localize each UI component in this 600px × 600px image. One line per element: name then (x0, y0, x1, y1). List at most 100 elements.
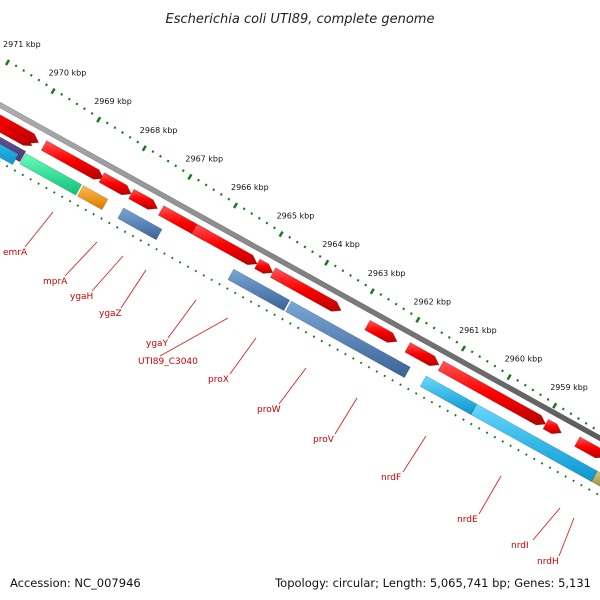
inner-scale-tick (52, 191, 56, 194)
gene-label-ygay: ygaY (146, 339, 169, 349)
forward-gene-arrow (437, 360, 547, 426)
inner-scale-tick (273, 313, 276, 317)
scale-minor-tick (501, 369, 504, 373)
scale-minor-tick (356, 278, 360, 282)
gene-leader-line (334, 397, 358, 435)
gene-label-mpra: mprA (43, 277, 68, 287)
scale-minor-tick (181, 169, 185, 173)
inner-scale-tick (572, 479, 575, 483)
scale-minor-tick (75, 102, 79, 106)
gene-label-uti89-c3040: UTI89_C3040 (138, 357, 198, 367)
gene-leader-line (120, 269, 147, 309)
inner-scale-tick (29, 177, 32, 181)
gene-leader-line (278, 367, 307, 405)
gene-label-nrde: nrdE (457, 515, 478, 525)
scale-minor-tick (83, 107, 86, 111)
gene-leader-line (24, 211, 54, 248)
scale-minor-tick (250, 212, 254, 215)
scale-minor-tick (273, 226, 276, 230)
inner-scale-tick (281, 317, 284, 321)
scale-minor-tick (166, 159, 170, 163)
scale-minor-tick (546, 397, 550, 401)
inner-scale-tick (233, 291, 237, 295)
inner-scale-tick (100, 217, 103, 220)
forward-gene-arrow (404, 342, 440, 367)
scale-minor-tick (265, 221, 269, 225)
gene-label-ygah: ygaH (70, 292, 93, 302)
inner-scale-tick (21, 173, 25, 177)
scale-track: 2971 kbp 2970 kbp 2969 kbp 2968 kbp 2967 kbp… (0, 40, 599, 496)
forward-gene-arrow (542, 418, 562, 435)
scale-minor-tick (349, 274, 352, 277)
scale-tick-label: 2970 kbp (49, 69, 87, 78)
inner-scale-tick (296, 326, 300, 330)
forward-gene-arrow (269, 267, 342, 312)
gene-leader-line (159, 317, 229, 357)
accession-text: Accession: NC_007946 (10, 576, 141, 590)
scale-major-tick (324, 259, 330, 266)
forward-gene-arrow (191, 223, 258, 266)
scale-minor-tick (470, 350, 474, 354)
inner-scale-tick (289, 322, 292, 325)
gene-leader-line (478, 475, 502, 515)
scale-tick-label: 2962 kbp (413, 297, 451, 306)
scale-minor-tick (379, 293, 383, 297)
scale-minor-tick (67, 97, 71, 101)
scale-minor-tick (569, 412, 573, 416)
inner-scale-tick (454, 413, 457, 417)
forward-gene-arrow (0, 114, 40, 144)
scale-major-tick (552, 402, 558, 409)
inner-scale-tick (414, 392, 418, 395)
inner-scale-tick (328, 344, 331, 347)
inner-scale-tick (194, 269, 198, 273)
inner-scale-tick (587, 488, 591, 491)
reverse-gene-steelblue (227, 268, 291, 312)
inner-scale-tick (249, 300, 253, 303)
reverse-gene-olive (591, 470, 600, 487)
scale-minor-tick (478, 355, 482, 358)
scale-minor-tick (136, 140, 140, 144)
scale-minor-tick (394, 302, 398, 306)
inner-scale-tick (564, 475, 567, 478)
inner-scale-tick (147, 243, 150, 247)
scale-minor-tick (204, 183, 208, 187)
scale-minor-tick (409, 312, 413, 316)
inner-scale-tick (501, 440, 505, 443)
scale-minor-tick (29, 73, 33, 77)
forward-gene-arrow (98, 172, 132, 196)
inner-scale-tick (509, 444, 512, 448)
scale-major-tick (278, 230, 284, 238)
inner-scale-tick (391, 378, 394, 382)
scale-minor-tick (523, 383, 527, 387)
inner-scale-tick (580, 483, 583, 487)
inner-scale-tick (68, 199, 72, 203)
inner-scale-tick (359, 361, 363, 365)
scale-minor-tick (242, 207, 246, 211)
inner-scale-tick (477, 427, 481, 430)
inner-scale-tick (430, 400, 434, 404)
forward-gene-arrow (574, 436, 600, 459)
gene-label-nrdf: nrdF (381, 473, 401, 483)
inner-scale-tick (320, 339, 324, 343)
inner-scale-tick (45, 186, 48, 190)
inner-scale-tick (186, 265, 190, 269)
scale-minor-tick (174, 164, 178, 168)
feature-track (0, 114, 600, 487)
inner-scale-tick (344, 352, 347, 356)
inner-scale-tick (422, 396, 426, 400)
forward-gene-arrow (0, 122, 33, 147)
map-title: Escherichia coli UTI89, complete genome (166, 12, 435, 27)
gene-leader-line (402, 435, 427, 473)
inner-scale-tick (469, 422, 473, 426)
scale-major-tick (50, 87, 56, 95)
inner-scale-tick (525, 453, 528, 456)
inner-scale-tick (226, 287, 229, 290)
scale-major-tick (369, 288, 375, 295)
scale-minor-tick (45, 83, 48, 87)
inner-scale-tick (13, 169, 17, 172)
inner-scale-tick (5, 164, 9, 168)
inner-scale-tick (37, 182, 40, 186)
inner-scale-tick (108, 221, 111, 225)
scale-tick-label: 2961 kbp (459, 326, 497, 335)
scale-minor-tick (577, 417, 580, 420)
